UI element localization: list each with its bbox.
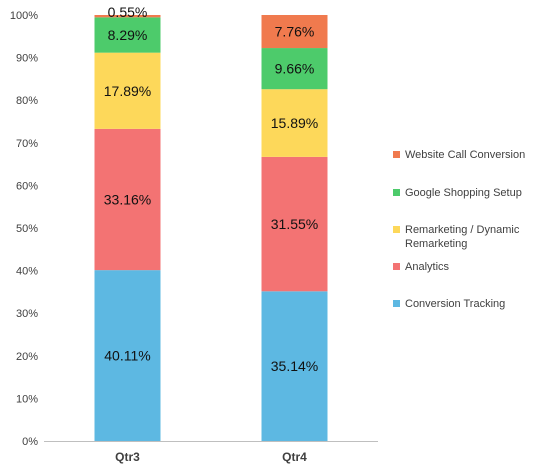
data-label: 35.14% xyxy=(271,358,318,374)
data-label: 8.29% xyxy=(108,27,148,43)
legend-label: Analytics xyxy=(405,260,449,274)
data-label: 33.16% xyxy=(104,192,151,208)
y-tick-label: 70% xyxy=(16,138,38,150)
y-tick-label: 40% xyxy=(16,266,38,278)
data-label: 40.11% xyxy=(104,348,150,364)
y-tick-label: 80% xyxy=(16,95,38,107)
legend-swatch xyxy=(393,226,400,233)
legend-item-remarketing: Remarketing / Dynamic Remarketing xyxy=(393,223,533,251)
legend-swatch xyxy=(393,300,400,307)
legend-swatch xyxy=(393,189,400,196)
data-label: 0.55% xyxy=(108,4,148,20)
legend-label: Conversion Tracking xyxy=(405,297,505,311)
data-label: 31.55% xyxy=(271,216,318,232)
data-label: 15.89% xyxy=(271,115,318,131)
legend-swatch xyxy=(393,263,400,270)
x-tick-label: Qtr3 xyxy=(115,450,140,464)
y-tick-label: 0% xyxy=(22,436,38,448)
data-label: 7.76% xyxy=(275,24,315,40)
legend-item-conversion-tracking: Conversion Tracking xyxy=(393,297,505,311)
legend-label: Remarketing / Dynamic Remarketing xyxy=(405,223,533,251)
data-label: 17.89% xyxy=(104,83,151,99)
legend-label: Website Call Conversion xyxy=(405,148,525,162)
y-tick-label: 100% xyxy=(10,10,38,22)
y-tick-label: 10% xyxy=(16,393,38,405)
y-tick-label: 60% xyxy=(16,180,38,192)
data-label: 9.66% xyxy=(275,61,315,77)
legend-item-google-shopping-setup: Google Shopping Setup xyxy=(393,186,522,200)
legend-swatch xyxy=(393,151,400,158)
legend-item-analytics: Analytics xyxy=(393,260,449,274)
legend-item-website-call-conversion: Website Call Conversion xyxy=(393,148,525,162)
legend-label: Google Shopping Setup xyxy=(405,186,522,200)
x-tick-label: Qtr4 xyxy=(282,450,307,464)
plot-area: 40.11% 33.16% 17.89% 8.29% 0.55% 35.14% 31.55%… xyxy=(95,4,328,441)
y-tick-label: 50% xyxy=(16,223,38,235)
y-axis: 0% 10% 20% 30% 40% 50% 60% 70% 80% 90% 100% xyxy=(10,10,38,448)
y-tick-label: 30% xyxy=(16,308,38,320)
y-tick-label: 90% xyxy=(16,53,38,65)
y-tick-label: 20% xyxy=(16,351,38,363)
x-axis: Qtr3 Qtr4 xyxy=(115,450,307,464)
